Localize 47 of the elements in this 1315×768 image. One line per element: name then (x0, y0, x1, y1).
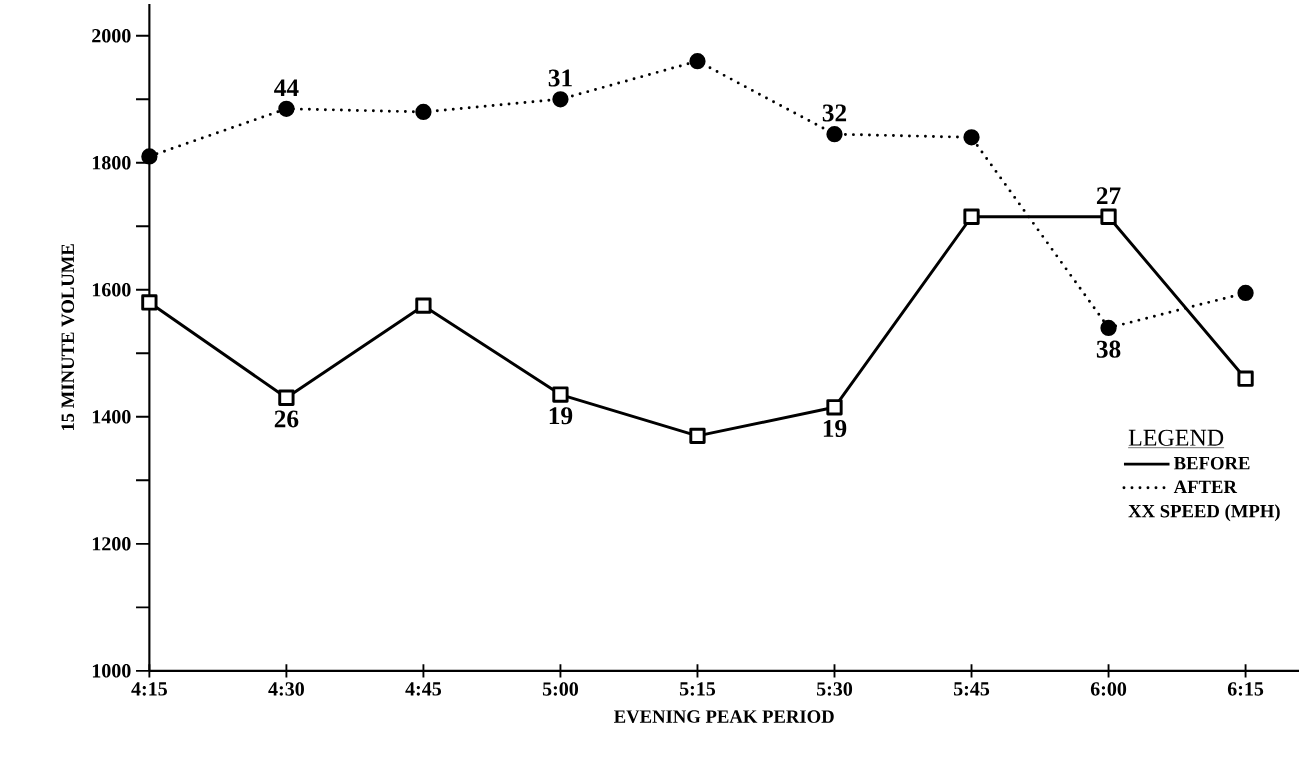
point (415, 103, 432, 120)
point (689, 52, 706, 70)
point (415, 297, 432, 314)
point (141, 148, 158, 165)
y-tick-label: 1800 (92, 155, 131, 170)
legend-title: LEGEND (1128, 429, 1224, 446)
x-tick-label: 4:45 (405, 682, 442, 696)
annotation: 38 (1096, 340, 1121, 358)
annotation: 19 (823, 419, 847, 437)
point (552, 386, 569, 403)
point (963, 129, 980, 146)
y-tick-label: 2000 (92, 28, 131, 43)
point (552, 91, 569, 108)
annotation: 32 (822, 104, 847, 122)
point (1237, 370, 1254, 387)
x-tick-label: 4:30 (268, 682, 304, 696)
y-axis-title: 15 MINUTE VOLUME (61, 244, 75, 431)
annotation: XX SPEED (MPH) (1128, 504, 1280, 522)
point (1100, 319, 1117, 336)
point (963, 208, 980, 225)
x-axis-title: EVENING PEAK PERIOD (614, 710, 834, 723)
x-tick-label: 6:00 (1090, 682, 1127, 696)
y-tick-label: 1600 (92, 282, 131, 297)
point (826, 399, 843, 416)
point (689, 427, 706, 444)
point (1100, 208, 1117, 225)
point (141, 294, 158, 311)
legend-label: AFTER (1173, 480, 1238, 493)
x-tick-label: 6:15 (1227, 682, 1264, 696)
x-tick-label: 5:15 (679, 682, 716, 696)
annotation: 44 (274, 79, 299, 96)
point (826, 125, 843, 143)
annotation: 31 (548, 69, 572, 87)
x-tick-label: 5:45 (953, 682, 990, 696)
point (278, 389, 295, 406)
point (278, 100, 295, 117)
annotation: 26 (274, 410, 299, 428)
y-tick-label: 1200 (92, 536, 131, 551)
x-tick-label: 5:00 (542, 682, 579, 696)
x-tick-label: 4:15 (131, 682, 167, 696)
x-tick-label: 5:30 (816, 682, 853, 696)
point (1237, 284, 1254, 301)
y-tick-label: 1000 (92, 663, 131, 678)
annotation: 27 (1096, 187, 1121, 204)
y-tick-label: 1400 (92, 409, 131, 424)
annotation: 19 (549, 407, 573, 425)
legend-label: BEFORE (1173, 456, 1250, 470)
